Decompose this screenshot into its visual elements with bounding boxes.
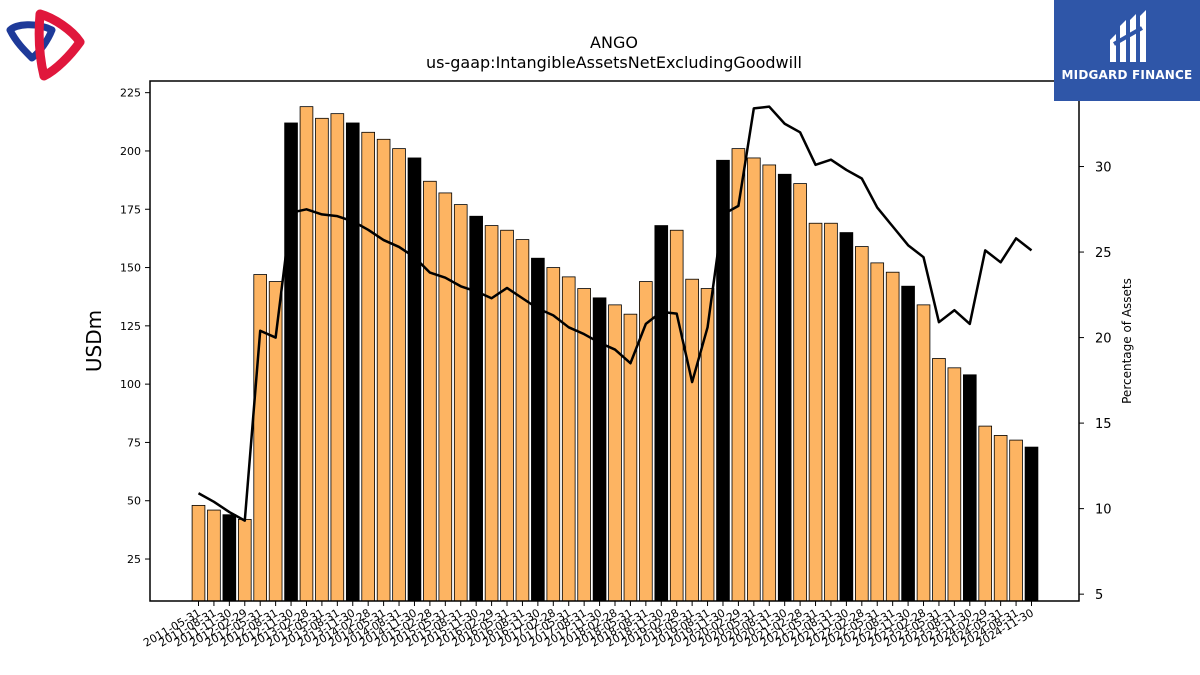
bar-2011-05-31 [191,504,206,602]
bar-2015-02-28 [423,180,437,602]
bars-layer [191,106,1039,602]
y-tick-label: 50 [127,495,141,508]
bar-2024-02-29 [978,425,993,602]
bar-2023-08-31 [947,367,962,602]
bar-2013-08-31 [330,113,345,602]
bar-2021-02-28 [793,183,807,602]
line-layer [197,105,1033,522]
y2-tick-label: 20 [1095,332,1112,347]
company-logo [6,8,86,82]
y-axis-label: USDm [82,310,106,372]
brand-name: MIDGARD FINANCE [1061,68,1193,82]
y2-tick-label: 15 [1095,417,1112,432]
bar-2023-02-28 [916,304,931,602]
y-tick-label: 225 [120,87,141,100]
y-tick-label: 175 [120,203,141,216]
y2-tick-label: 5 [1095,588,1103,603]
bar-2011-11-30 [222,514,237,602]
bar-2015-05-31 [438,192,453,602]
bar-2012-11-30 [284,122,298,602]
chart-subtitle: us-gaap:IntangibleAssetsNetExcludingGood… [426,53,802,72]
y-tick-label: 100 [120,378,141,391]
bar-2022-05-31 [870,262,885,602]
bar-2018-11-30 [654,225,669,602]
left-axis-ticks: 25 50 75 100 125 150 175 200 225 [120,87,150,566]
bar-2021-05-31 [808,222,823,602]
bar-2013-05-31 [315,117,329,602]
bar-2016-05-31 [500,229,514,602]
bar-2020-08-31 [762,164,777,602]
bar-2015-08-31 [453,204,468,602]
y2-tick-label: 10 [1095,503,1112,518]
bar-2024-08-31 [1009,439,1023,602]
x-axis-ticks: 2011-05-312011-08-312011-11-302012-02-29… [141,601,1036,650]
bar-2019-08-31 [700,288,715,602]
y2-axis-label: Percentage of Assets [1120,278,1134,404]
y2-tick-label: 25 [1095,246,1112,261]
bar-2018-08-31 [639,281,653,602]
bar-2020-05-31 [747,157,761,602]
bar-2019-11-30 [716,159,730,602]
bar-2021-08-31 [824,222,838,602]
percentage-of-assets-line [197,105,1033,522]
y-tick-label: 125 [120,320,141,333]
bar-2014-11-30 [407,157,422,602]
bar-2015-11-30 [469,215,483,602]
bar-2024-11-30 [1024,446,1039,602]
bar-2014-08-31 [392,148,406,602]
bar-2022-02-28 [855,246,869,602]
ring-logo-icon [6,9,85,81]
chart-title: ANGO [590,33,638,52]
bar-2013-02-28 [299,106,314,602]
bar-2023-11-30 [963,374,977,602]
bar-2016-02-29 [484,225,499,602]
bar-2021-11-30 [839,232,854,602]
midgard-finance-logo: MIDGARD FINANCE [1054,0,1200,101]
y2-tick-label: 30 [1095,161,1112,176]
bar-2020-02-29 [731,148,746,602]
bar-2022-08-31 [885,271,900,602]
bar-2012-02-29 [237,518,252,602]
bar-2024-05-31 [993,435,1008,602]
bar-2019-02-28 [669,229,684,602]
bar-2013-11-30 [345,122,360,602]
right-axis-ticks: 5 10 15 20 25 30 [1079,161,1112,603]
bar-2014-05-31 [376,138,391,602]
bar-2011-08-31 [207,509,221,602]
midgard-emblem-icon [1110,10,1146,62]
bar-2014-02-28 [361,131,375,602]
bar-2019-05-31 [685,278,699,602]
bar-2020-11-30 [777,173,792,602]
y-tick-label: 25 [127,553,141,566]
bar-2022-11-30 [901,285,915,602]
y-tick-label: 150 [120,262,141,275]
bar-2017-05-31 [561,276,576,602]
bar-2018-05-31 [623,313,638,602]
bar-2012-05-31 [253,274,268,602]
bar-2023-05-31 [932,358,946,602]
y-tick-label: 200 [120,145,141,158]
y-tick-label: 75 [127,436,141,449]
